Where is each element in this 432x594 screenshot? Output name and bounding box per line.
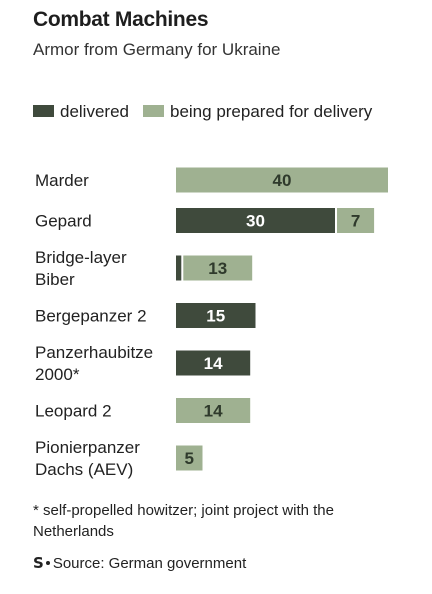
category-label: Bergepanzer 2 (35, 307, 147, 326)
bar-chart: Marder 40 Gepard 30 7 Bridge-layer Biber 13 Berg… (35, 167, 388, 479)
chart-subtitle: Armor from Germany for Ukraine (33, 40, 281, 59)
legend-swatch-prepared (143, 104, 164, 117)
category-label: Bridge-layer Biber (35, 248, 127, 289)
bar-prepared (176, 167, 388, 193)
category-label: Marder (35, 171, 89, 190)
category-label: Panzerhaubitze 2000* (35, 343, 153, 384)
legend-label-prepared: being prepared for delivery (170, 102, 373, 121)
bar-delivered (176, 303, 256, 328)
bar-prepared (176, 398, 251, 423)
bar-prepared (176, 445, 203, 471)
legend-swatch-delivered (33, 104, 54, 117)
data-label: 13 (208, 259, 227, 278)
category-label: Leopard 2 (35, 402, 112, 421)
legend-label-delivered: delivered (60, 102, 129, 121)
bar-delivered (176, 350, 251, 376)
bar-delivered (176, 255, 182, 281)
data-label: 15 (206, 307, 225, 326)
chart-title: Combat Machines (33, 8, 209, 31)
bar-prepared (337, 208, 375, 233)
data-label: 40 (273, 171, 292, 190)
data-label: 7 (351, 212, 360, 231)
bar-delivered (176, 208, 335, 233)
data-label: 5 (185, 449, 194, 468)
source-text: Source: German government (52, 555, 247, 572)
logo-icon: S (33, 554, 44, 572)
data-label: 14 (204, 354, 223, 373)
footnote: * self-propelled howitzer; joint project… (33, 502, 334, 540)
category-label: Pionierpanzer Dachs (AEV) (35, 438, 140, 479)
source-line: S Source: German government (33, 554, 246, 572)
legend: delivered being prepared for delivery (33, 95, 373, 128)
data-label: 14 (204, 402, 223, 421)
bar-prepared (183, 255, 253, 281)
data-label: 30 (246, 212, 265, 231)
category-label: Gepard (35, 212, 92, 231)
bullet-icon (45, 561, 50, 566)
